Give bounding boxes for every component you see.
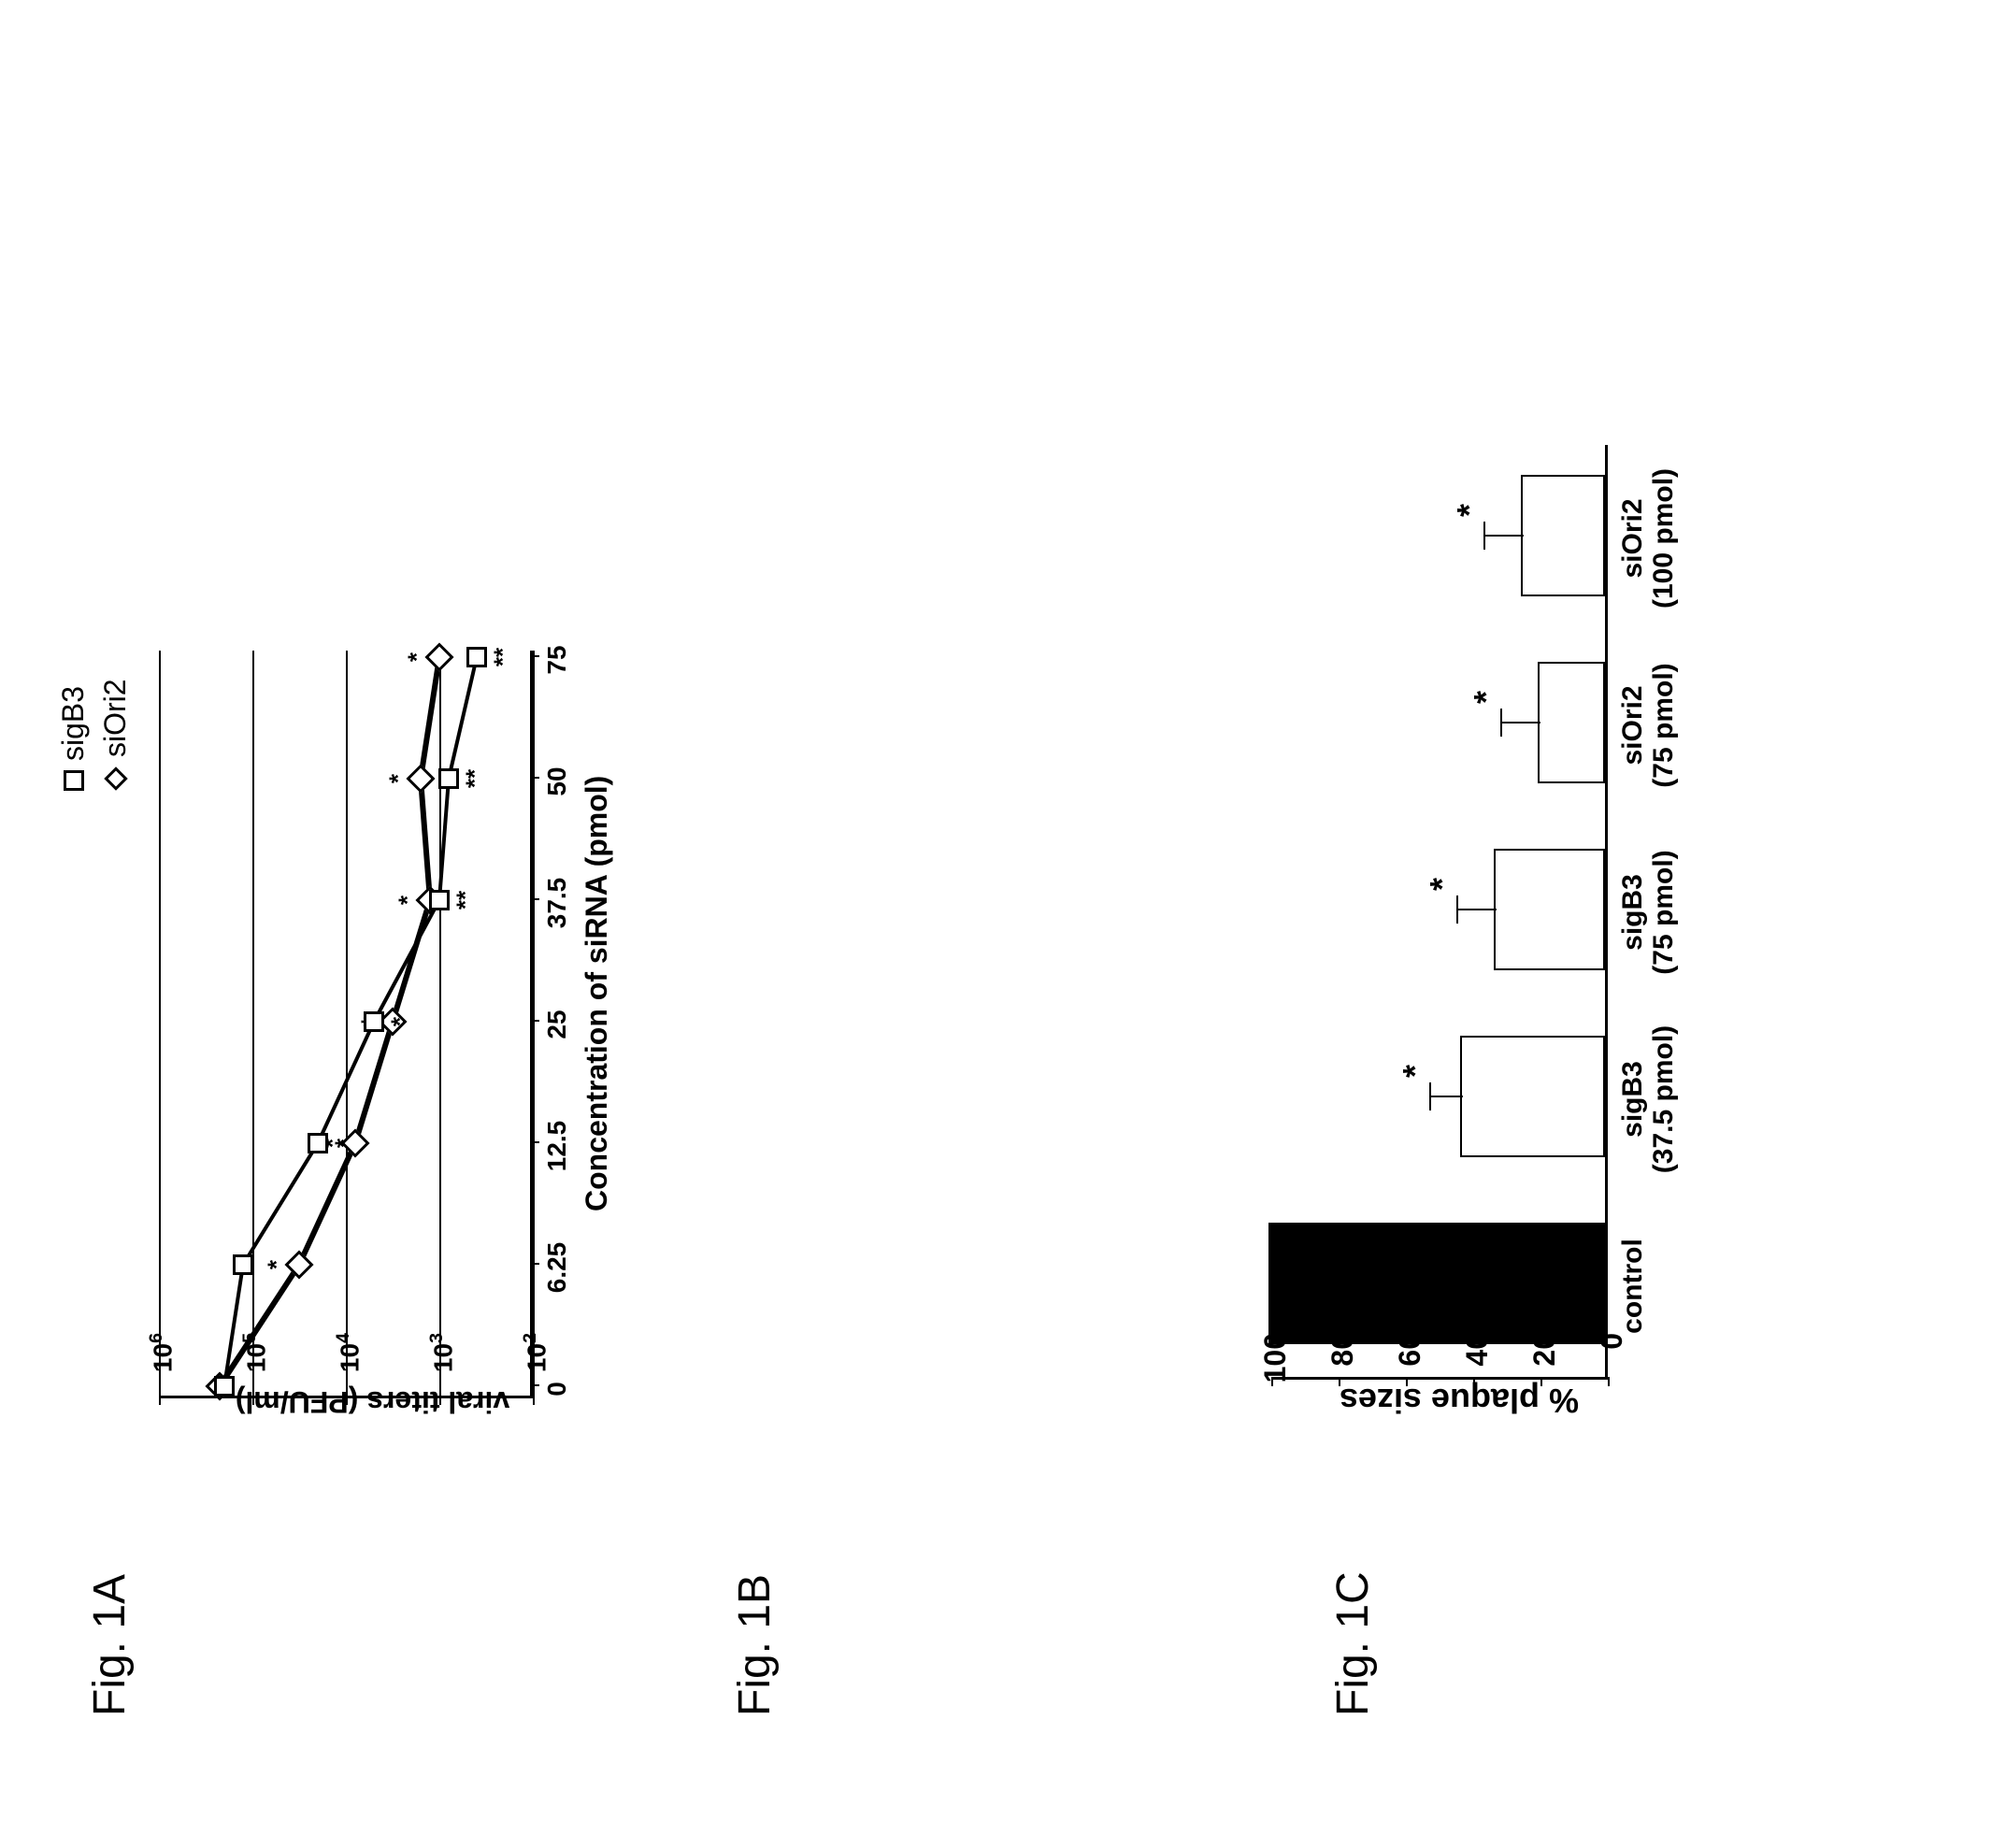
fig1b-ytick: 40	[1460, 1333, 1495, 1426]
fig1b-ytick: 80	[1325, 1333, 1360, 1426]
fig1a-xtick: 25	[542, 1010, 572, 1039]
square-icon	[64, 770, 84, 791]
fig1a-xtick: 12.5	[542, 1121, 572, 1172]
fig1a-label: Fig. 1A	[84, 1574, 136, 1716]
fig1b-xtick: control	[1617, 1202, 1648, 1370]
fig1b-bar	[1460, 1036, 1605, 1157]
legend-siOri2: siOri2	[98, 679, 133, 791]
fig1c-label: Fig. 1C	[1327, 1571, 1379, 1716]
fig1a-ytick: 105	[239, 1333, 271, 1426]
fig1a-ytick: 103	[426, 1333, 458, 1426]
fig1a-ytick: 104	[333, 1333, 365, 1426]
fig1b-ytick: 60	[1393, 1333, 1427, 1426]
fig1a-legend: sigB3 siOri2	[56, 679, 140, 791]
fig1a-xtick: 75	[542, 645, 572, 674]
fig1b-chart: % plaque sizes **** 020406080100controls…	[1253, 389, 1701, 1511]
fig1a-plot-area: **************	[159, 651, 533, 1398]
fig1a-ytick: 102	[520, 1333, 552, 1426]
fig1b-xtick: sigB3(75 pmol)	[1617, 828, 1679, 996]
fig1b-xtick: sigB3(37.5 pmol)	[1617, 1015, 1679, 1183]
fig1b-xtick: siOri2(75 pmol)	[1617, 641, 1679, 809]
legend-sigB3-label: sigB3	[56, 686, 91, 761]
fig1a-xtick: 6.25	[542, 1242, 572, 1294]
legend-sigB3: sigB3	[56, 679, 91, 791]
fig1a-xtick: 50	[542, 766, 572, 795]
fig1b-bar	[1494, 849, 1605, 970]
fig1b-bar	[1521, 475, 1605, 596]
fig1b-plot-area: ****	[1271, 445, 1608, 1380]
fig1a-ytick: 106	[146, 1333, 178, 1426]
fig1a-xtick: 37.5	[542, 878, 572, 929]
fig1b-xtick: siOri2(100 pmol)	[1617, 454, 1679, 623]
fig1a-chart: viral titers (PFU/ml) Concentration of s…	[140, 576, 626, 1511]
fig1a-xtick: 0	[542, 1382, 572, 1397]
fig1b-ytick: 100	[1258, 1333, 1293, 1426]
fig1b-ytick: 20	[1527, 1333, 1562, 1426]
page-root: Fig. 1A viral titers (PFU/ml) Concentrat…	[0, 0, 2006, 1847]
diamond-icon	[104, 766, 127, 790]
fig1a-xlabel: Concentration of siRNA (pmol)	[580, 776, 614, 1211]
fig1b-label: Fig. 1B	[729, 1574, 781, 1716]
legend-siOri2-label: siOri2	[98, 679, 133, 757]
fig1b-bar	[1538, 662, 1605, 783]
fig1b-bar	[1268, 1223, 1605, 1344]
